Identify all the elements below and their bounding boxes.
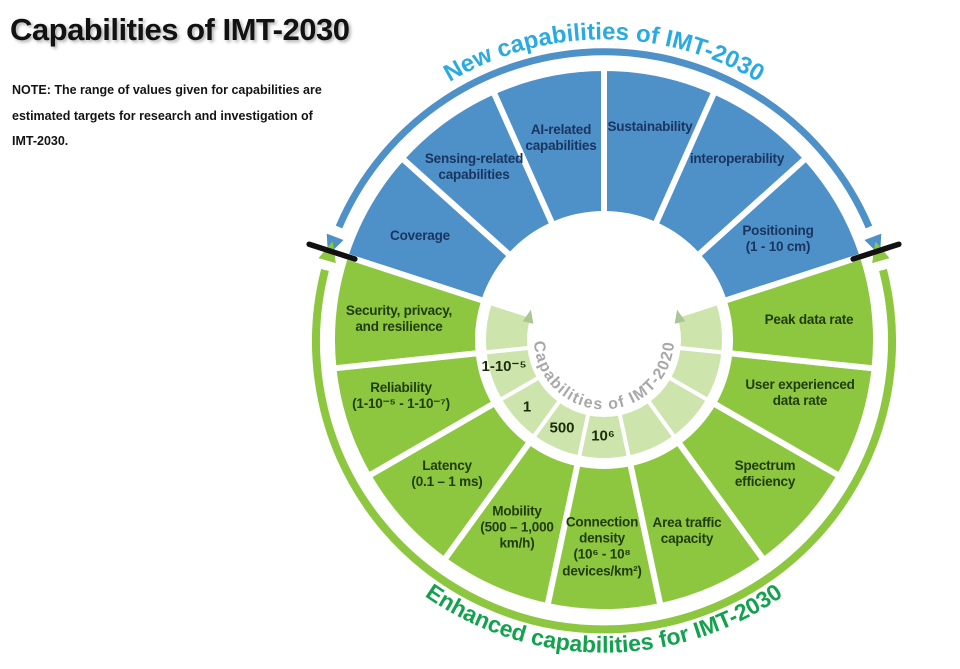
page-title: Capabilities of IMT-2030 — [10, 12, 350, 47]
segment-label-ai-related-capabilities: AI-related capabilities — [525, 121, 597, 153]
imt2020-ring-segment-1 — [482, 345, 542, 402]
imt2020-ring-segment-7 — [666, 345, 726, 402]
segment-label-area-traffic-capacity: Area traffic capacity — [652, 514, 722, 546]
segment-label-sensing-related-capabilities: Sensing-related capabilities — [424, 150, 524, 182]
segment-label-spectrum-efficiency: Spectrum efficiency — [734, 457, 796, 489]
new-capabilities-arc-arrow — [335, 48, 873, 229]
imt2020-ring-segment-0 — [482, 300, 535, 355]
wedge-peak-data-rate — [720, 252, 879, 372]
wedge-user-experienced — [710, 350, 878, 479]
segment-label-reliability: Reliability (1-10⁻⁵ - 1-10⁻⁷) — [352, 379, 450, 411]
segment-label-latency: Latency (0.1 – 1 ms) — [411, 457, 483, 489]
note-text: NOTE: The range of values given for capa… — [12, 83, 322, 149]
segment-label-sustainability: Sustainability — [607, 118, 693, 134]
wheel-segments — [306, 65, 902, 615]
wedge-latency — [365, 400, 533, 564]
segment-label-interoperability: interoperability — [689, 150, 785, 166]
enhanced-capabilities-arc-arrow — [312, 269, 896, 634]
segment-label-connection-density: Connection density (10⁶ - 10⁸ devices/km… — [562, 514, 642, 579]
imt2020-value-mobility: 500 — [549, 419, 575, 437]
segment-label-coverage: Coverage — [390, 227, 450, 243]
imt2020-ring-segment-2 — [498, 375, 562, 440]
center-arc-arrowhead-left — [522, 309, 534, 324]
imt2020-ring-segment-8 — [673, 300, 726, 355]
divider-tick-left — [306, 241, 358, 262]
imt2020-ring-segment-3 — [531, 398, 591, 460]
wedge-mobility — [441, 438, 581, 610]
segment-label-user-experienced-data-rate: User experienced data rate — [745, 376, 855, 408]
segment-label-security-privacy: Security, privacy, and resilience — [345, 302, 453, 334]
imt2020-ring-segment-5 — [617, 398, 677, 460]
imt2020-value-connection-density: 10⁶ — [591, 427, 615, 445]
wedge-area-traffic — [627, 438, 767, 610]
segment-label-positioning: Positioning (1 - 10 cm) — [742, 222, 814, 254]
wedge-reliability — [330, 350, 498, 479]
segment-label-peak-data-rate: Peak data rate — [764, 311, 854, 327]
wedge-spectrum — [675, 400, 843, 564]
imt2020-ring-segment-4 — [577, 411, 631, 462]
segment-label-mobility: Mobility (500 – 1,000 km/h) — [480, 503, 554, 552]
divider-tick-right — [850, 241, 902, 262]
wedge-connection — [544, 460, 664, 615]
center-arc-arrowhead-right — [674, 309, 686, 324]
imt2020-value-latency: 1 — [522, 398, 532, 416]
imt2020-value-reliability: 1-10⁻⁵ — [481, 358, 527, 375]
